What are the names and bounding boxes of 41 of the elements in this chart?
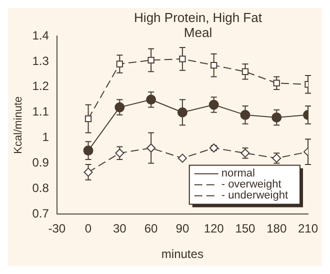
point <box>178 154 187 163</box>
point <box>273 80 280 86</box>
point <box>114 102 125 112</box>
x-axis-title: minutes <box>161 247 204 262</box>
y-tick-label: 1.4 <box>32 28 50 42</box>
x-tick-label: 30 <box>112 222 127 236</box>
y-tick-label: 1.1 <box>32 104 50 119</box>
point <box>240 110 250 120</box>
x-tick-label: -30 <box>48 222 66 236</box>
x-tick-label: 0 <box>84 222 92 236</box>
point <box>208 100 219 110</box>
x-tick-label: 180 <box>266 222 287 236</box>
y-tick-label: 1.2 <box>32 79 50 94</box>
legend-label: normal <box>221 168 255 180</box>
x-tick-label: 210 <box>298 222 318 236</box>
point <box>146 144 156 153</box>
point <box>146 94 156 105</box>
point <box>177 107 188 118</box>
legend-label: - overweight <box>221 178 282 191</box>
point <box>84 115 92 122</box>
legend-label: - underweight <box>221 190 288 202</box>
point <box>242 68 249 75</box>
point <box>272 112 282 122</box>
y-tick-label: 0.7 <box>32 206 50 221</box>
point <box>116 60 123 68</box>
x-tick-label: 120 <box>204 222 224 236</box>
y-axis-title: Kcal/minute <box>12 96 25 154</box>
x-tick-label: 150 <box>235 222 256 236</box>
y-tick-label: 1 <box>42 130 50 144</box>
point <box>148 56 154 64</box>
chart-title: High Protein, High Fat Meal <box>133 10 263 40</box>
point <box>84 168 93 177</box>
y-tick-label: 1.3 <box>32 54 50 68</box>
x-tick-label: 90 <box>176 222 190 236</box>
point <box>115 148 124 158</box>
point <box>210 62 218 69</box>
point <box>179 56 186 62</box>
y-tick-label: 0.8 <box>32 181 50 196</box>
x-tick-label: 60 <box>144 222 158 236</box>
y-tick-label: 0.9 <box>32 156 50 170</box>
point <box>83 146 94 156</box>
